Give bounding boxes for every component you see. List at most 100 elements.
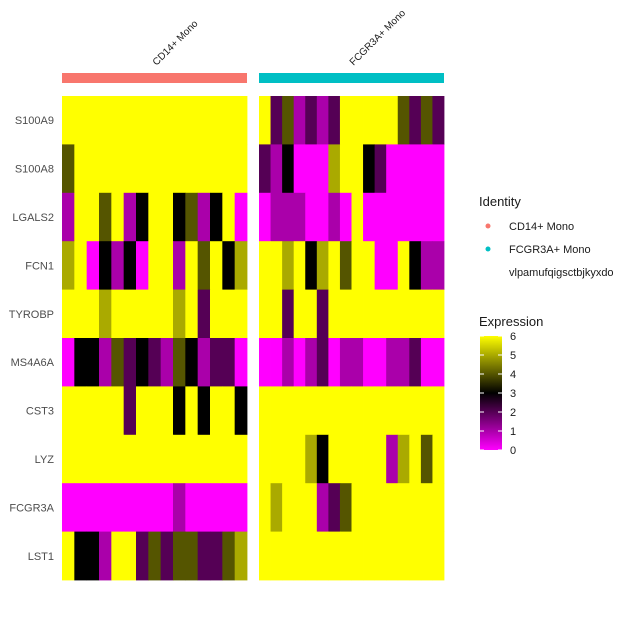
heatmap-cell (111, 241, 125, 290)
heatmap-cell (62, 192, 75, 242)
heatmap-cell (316, 241, 329, 290)
heatmap-cell (62, 386, 75, 436)
heatmap-cell (328, 144, 341, 194)
heatmap-cell (316, 192, 329, 242)
heatmap-cell (409, 96, 422, 145)
expression-tick-label: 1 (510, 426, 516, 438)
heatmap-cell (363, 338, 376, 387)
heatmap-cell (420, 241, 433, 290)
heatmap-cell (432, 338, 445, 387)
heatmap-cell (210, 483, 223, 532)
heatmap-cell (293, 192, 306, 242)
heatmap-cell (409, 241, 422, 290)
heatmap-cell (136, 241, 149, 290)
heatmap-cell (409, 192, 422, 242)
heatmap-cell (351, 144, 364, 194)
expression-tick-label: 4 (510, 369, 516, 381)
heatmap-cell (386, 241, 399, 290)
heatmap-cell (420, 531, 433, 581)
heatmap-cell (420, 192, 433, 242)
heatmap-cell (210, 241, 223, 290)
heatmap-cell (363, 289, 376, 339)
heatmap-cell (397, 96, 410, 145)
heatmap-cell (409, 144, 422, 194)
heatmap-cell (259, 434, 271, 484)
heatmap-cell (222, 483, 236, 532)
heatmap-cell (282, 531, 295, 581)
heatmap-cell (234, 289, 248, 339)
identity-legend-label: CD14+ Mono (509, 221, 574, 233)
heatmap-cell (136, 192, 149, 242)
heatmap-cell (282, 434, 295, 484)
heatmap-cell (420, 338, 433, 387)
heatmap-cell (99, 386, 112, 436)
heatmap-cell (420, 386, 433, 436)
heatmap-cell (432, 386, 445, 436)
heatmap-cell (111, 531, 125, 581)
heatmap-cell (210, 531, 223, 581)
heatmap-cell (234, 531, 248, 581)
heatmap-cell (293, 241, 306, 290)
heatmap-cell (99, 338, 112, 387)
expression-tick-label: 5 (510, 350, 516, 362)
heatmap-cell (305, 192, 318, 242)
heatmap-cell (386, 434, 399, 484)
heatmap-cell (222, 434, 236, 484)
heatmap-cell (185, 434, 199, 484)
group-labels: CD14+ Mono FCGR3A+ Mono (151, 8, 409, 69)
heatmap-cell (363, 241, 376, 290)
heatmap-cell (282, 289, 295, 339)
heatmap-cell (160, 241, 174, 290)
heatmap-cell (351, 386, 364, 436)
heatmap-cell (136, 531, 149, 581)
heatmap-cell (316, 289, 329, 339)
heatmap-cell (432, 192, 445, 242)
heatmap-cell (173, 338, 186, 387)
heatmap-cell (328, 96, 341, 145)
heatmap-cell (386, 144, 399, 194)
heatmap-cell (282, 483, 295, 532)
heatmap-cell (173, 241, 186, 290)
heatmap-cell (339, 96, 352, 145)
heatmap-cell (432, 241, 445, 290)
heatmap-cell (185, 386, 199, 436)
heatmap-cell (197, 483, 211, 532)
heatmap-cell (374, 531, 387, 581)
heatmap-cell (74, 338, 88, 387)
heatmap-cell (136, 483, 149, 532)
heatmap-cell (386, 531, 399, 581)
heatmap-cell (173, 192, 186, 242)
heatmap-cell (111, 289, 125, 339)
identity-legend-label: vlpamufqigsctbjkyxdo (509, 267, 614, 279)
heatmap-cell (374, 192, 387, 242)
heatmap-cell (374, 96, 387, 145)
heatmap-cell (374, 434, 387, 484)
heatmap-cell (222, 531, 236, 581)
heatmap-cell (111, 434, 125, 484)
heatmap-cell (185, 483, 199, 532)
heatmap-cell (210, 386, 223, 436)
heatmap-cell (210, 192, 223, 242)
heatmap-cell (185, 531, 199, 581)
heatmap-cell (432, 96, 445, 145)
heatmap-cell (185, 338, 199, 387)
heatmap-cell (270, 338, 283, 387)
heatmap-cell (363, 96, 376, 145)
heatmap-cell (197, 386, 211, 436)
heatmap-cell (123, 386, 137, 436)
identity-legend-title: Identity (479, 194, 521, 209)
heatmap-cell (148, 386, 162, 436)
heatmap-cell (386, 338, 399, 387)
group-bar (259, 73, 444, 83)
heatmap-cell (328, 192, 341, 242)
heatmap-cell (363, 434, 376, 484)
heatmap-cell (293, 338, 306, 387)
heatmap-cell (148, 241, 162, 290)
heatmap-cell (259, 386, 271, 436)
heatmap-cell (173, 531, 186, 581)
heatmap-cell (222, 386, 236, 436)
identity-legend-key (485, 223, 491, 229)
heatmap-cell (339, 338, 352, 387)
heatmap-cell (397, 241, 410, 290)
